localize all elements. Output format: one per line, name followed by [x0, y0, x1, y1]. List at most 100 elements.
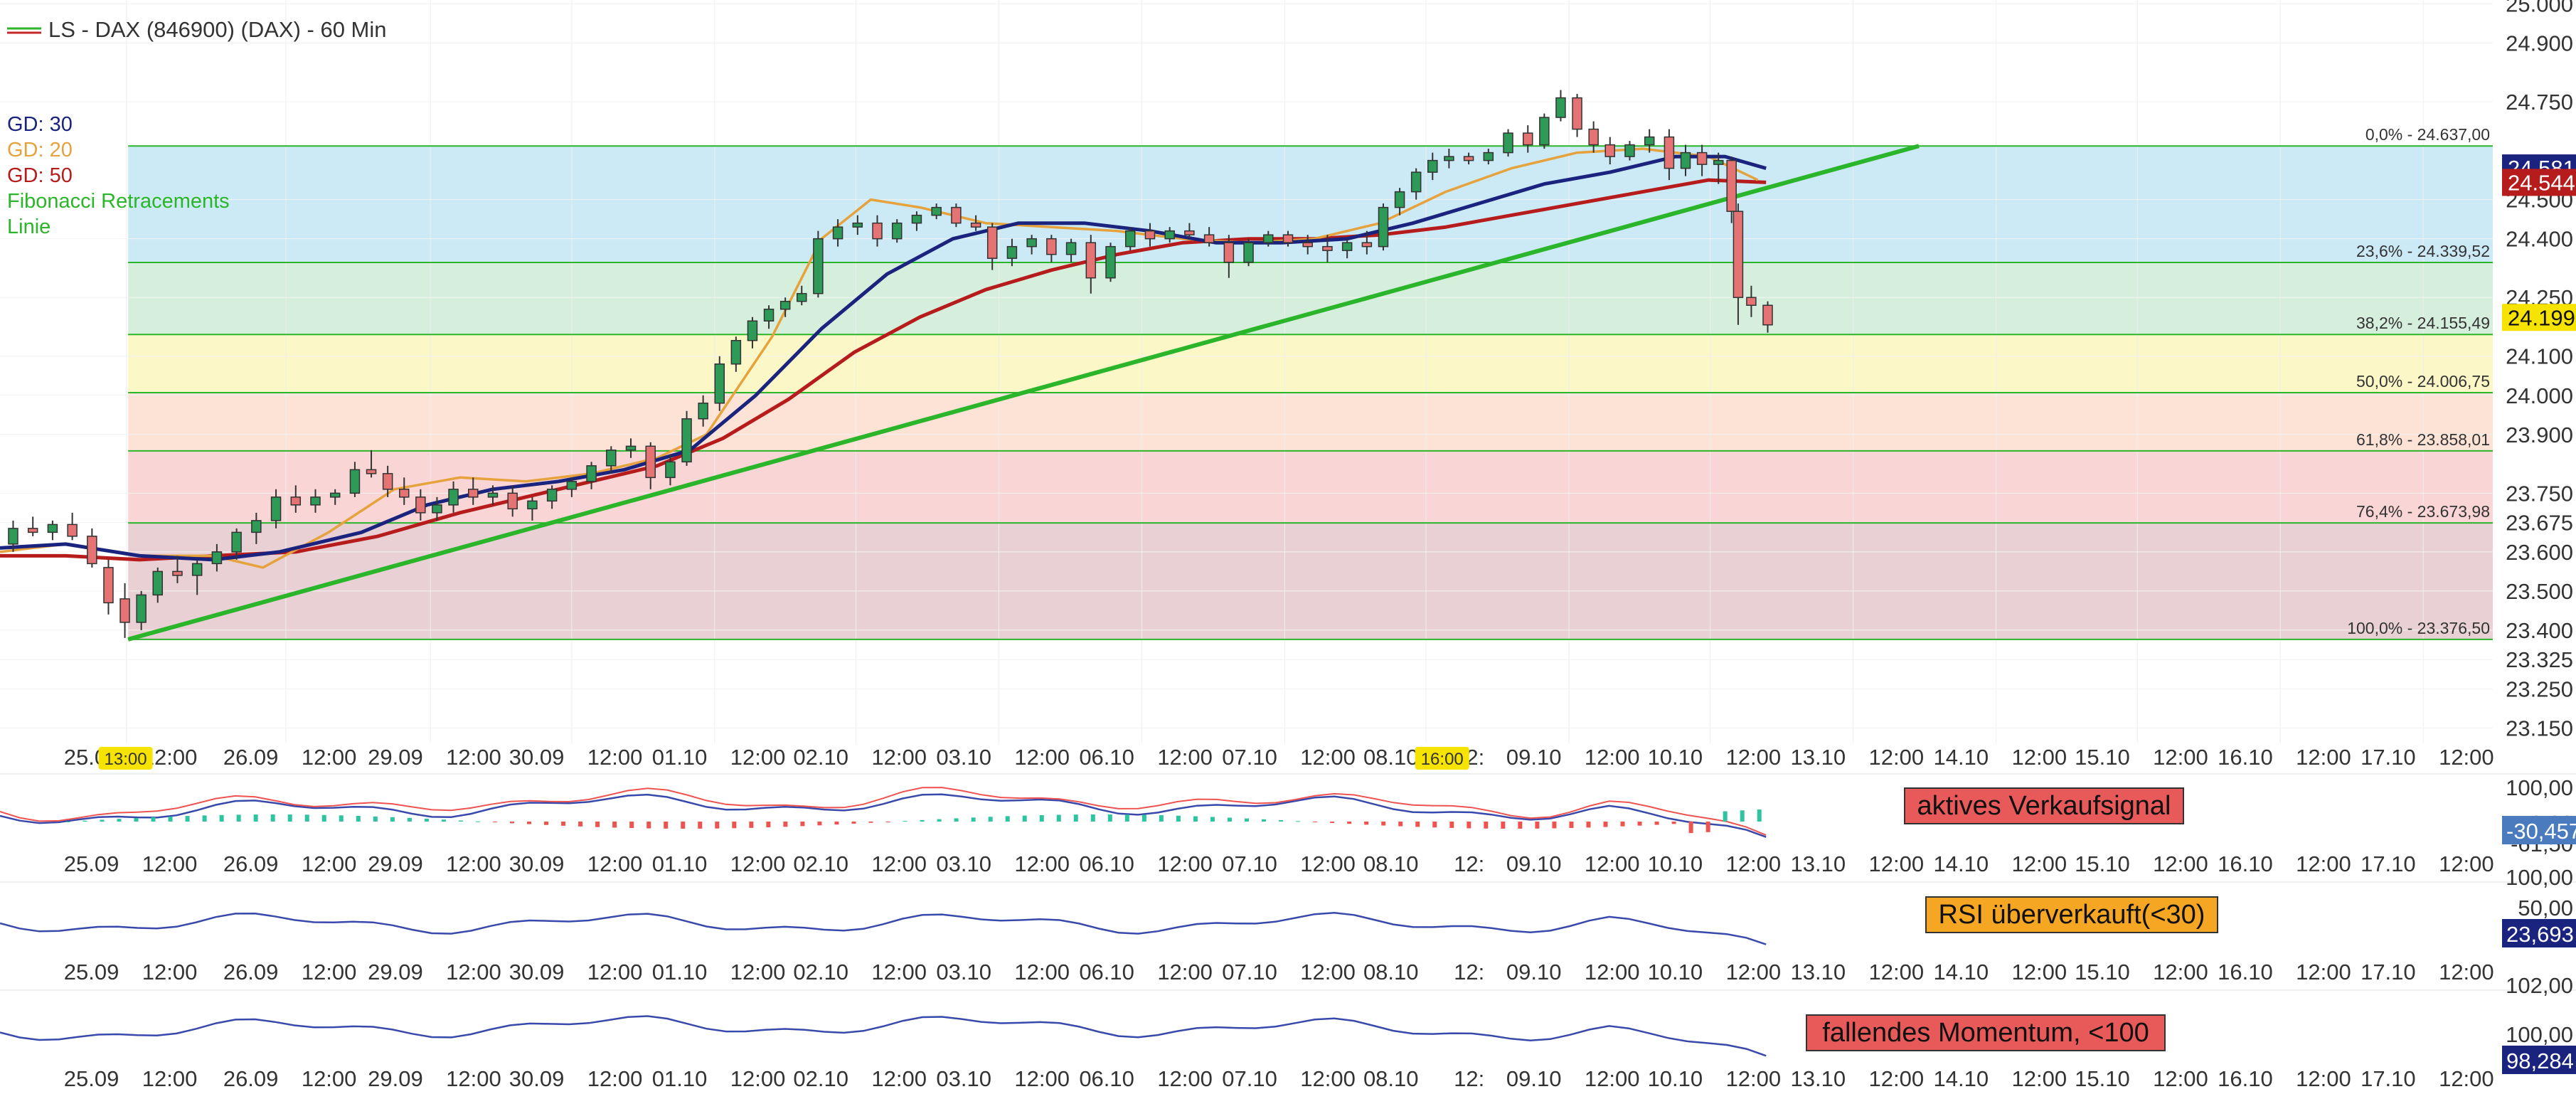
- time-axis-label: 12:00: [1585, 745, 1640, 770]
- macd-histogram-bar: [1705, 822, 1710, 832]
- time-axis-label: 30.09: [509, 851, 565, 876]
- signal-label: aktives Verkaufsignal: [1917, 791, 2171, 821]
- time-axis-label: 12:00: [587, 745, 643, 770]
- time-axis-label: 12:00: [2153, 851, 2208, 876]
- price-axis-tick: 24.900: [2506, 31, 2573, 56]
- fibonacci-lines: 0,0% - 24.637,00 23,6% - 24.339,52 38,2% -…: [128, 125, 2493, 640]
- candle-body: [67, 524, 78, 537]
- candle-body: [487, 492, 499, 498]
- time-axis-label: 06.10: [1079, 1066, 1134, 1091]
- indicator-line: [0, 912, 1767, 945]
- macd-histogram-bar: [441, 819, 446, 822]
- trendline: [127, 144, 1920, 642]
- price-axis-tick: 25.000: [2506, 0, 2573, 17]
- fib-level-label: 50,0% - 24.006,75: [2356, 372, 2490, 391]
- signal-box: [1925, 896, 2218, 933]
- macd-histogram-bar: [664, 822, 669, 829]
- candle-body: [1006, 245, 1018, 259]
- time-axis-label: 12:00: [871, 1066, 927, 1091]
- candle-body: [763, 308, 775, 322]
- time-axis-label: 12:00: [2296, 745, 2351, 770]
- macd-histogram-bar: [253, 814, 258, 822]
- time-axis-label: 14.10: [1934, 960, 1989, 984]
- candle-body: [415, 496, 426, 514]
- time-axis-label: 12:00: [1157, 745, 1213, 770]
- price-axis-tick: 23.675: [2506, 511, 2573, 536]
- candle-body: [1361, 242, 1373, 248]
- moving-average-gd50: [0, 178, 1767, 562]
- macd-histogram-bar: [971, 817, 976, 822]
- macd-histogram-bar: [356, 815, 361, 822]
- grid-lines: [0, 0, 2493, 743]
- time-axis-label: 12:00: [2296, 851, 2351, 876]
- candle-body: [1503, 132, 1513, 154]
- time-axis-label: 15.10: [2075, 960, 2130, 984]
- time-axis-label: 12:00: [142, 851, 198, 876]
- time-axis-label: 16.10: [2218, 745, 2273, 770]
- time-axis-label: 12:00: [142, 960, 198, 984]
- time-axis-label: 12:00: [2012, 960, 2067, 984]
- time-axis-label: 12:00: [1869, 1066, 1925, 1091]
- macd-histogram-bar: [937, 819, 942, 822]
- time-axis-label: 12:00: [587, 1066, 643, 1091]
- time-axis-label: 07.10: [1222, 851, 1277, 876]
- panel-value-tag: -30,457: [2506, 819, 2576, 844]
- macd-histogram-bar: [1740, 810, 1745, 822]
- moving-averages: [0, 147, 1767, 569]
- macd-histogram-bar: [1279, 820, 1284, 822]
- time-axis-label: 07.10: [1222, 1066, 1277, 1091]
- candle-body: [1523, 132, 1533, 146]
- time-axis-label: 06.10: [1079, 745, 1134, 770]
- price-axis-tick: 23.900: [2506, 423, 2573, 447]
- candle-body: [730, 339, 742, 365]
- fibonacci-zones: [128, 146, 2493, 639]
- macd-histogram-bar: [629, 822, 634, 829]
- macd-histogram-bar: [236, 814, 241, 822]
- moving-average-gd30: [0, 154, 1767, 562]
- candle-body: [1463, 156, 1474, 161]
- candle-body: [1696, 152, 1708, 165]
- macd-histogram-bar: [1518, 822, 1523, 829]
- candle-body: [1746, 297, 1757, 306]
- time-axis: 25.09 12:00 26.09 12:00 29.09 12:00 30.09 12:00…: [64, 745, 2494, 1091]
- time-axis-label: 12:00: [1300, 960, 1356, 984]
- macd-histogram-bar: [1245, 818, 1250, 822]
- time-axis-label: 03.10: [936, 851, 991, 876]
- time-axis-label: 08.10: [1363, 851, 1419, 876]
- macd-histogram-bar: [424, 818, 429, 822]
- candle-body: [1144, 230, 1156, 240]
- legend-item: Linie: [7, 216, 50, 238]
- time-axis-label: 12:00: [446, 960, 501, 984]
- time-axis-label: 08.10: [1363, 745, 1419, 770]
- time-axis-label: 12:00: [2012, 1066, 2067, 1091]
- fib-level-label: 38,2% - 24.155,49: [2356, 314, 2490, 332]
- time-highlight-bg: [1415, 747, 1469, 770]
- time-highlight-label: 16:00: [1421, 750, 1464, 769]
- time-axis-label: 12:00: [302, 960, 357, 984]
- time-axis-label: 10.10: [1648, 745, 1703, 770]
- fib-zone: [128, 523, 2493, 639]
- macd-histogram-bar: [1005, 816, 1010, 822]
- title-area: LS - DAX (846900) (DAX) - 60 Min: [7, 17, 387, 42]
- macd-histogram-bar: [800, 822, 805, 827]
- time-axis-label: 12:00: [730, 745, 786, 770]
- time-axis-label: 12:00: [1726, 960, 1782, 984]
- macd-histogram-bar: [1364, 822, 1369, 825]
- time-axis-label: 15.10: [2075, 1066, 2130, 1091]
- time-axis-label: 12:00: [730, 960, 786, 984]
- time-highlight-label: 13:00: [105, 750, 147, 769]
- time-axis-label: 12:00: [587, 851, 643, 876]
- time-axis-label: 12:00: [1585, 1066, 1640, 1091]
- macd-histogram-bar: [1620, 822, 1625, 827]
- macd-histogram-bar: [749, 822, 754, 828]
- time-axis-label: 12:00: [1014, 745, 1070, 770]
- candle-body: [191, 563, 203, 576]
- macd-signal-line: [0, 787, 1767, 837]
- time-axis-label: 12:00: [1726, 745, 1782, 770]
- time-axis-label: 12:00: [2439, 745, 2494, 770]
- candle-body: [47, 524, 58, 533]
- candle-body: [747, 320, 758, 341]
